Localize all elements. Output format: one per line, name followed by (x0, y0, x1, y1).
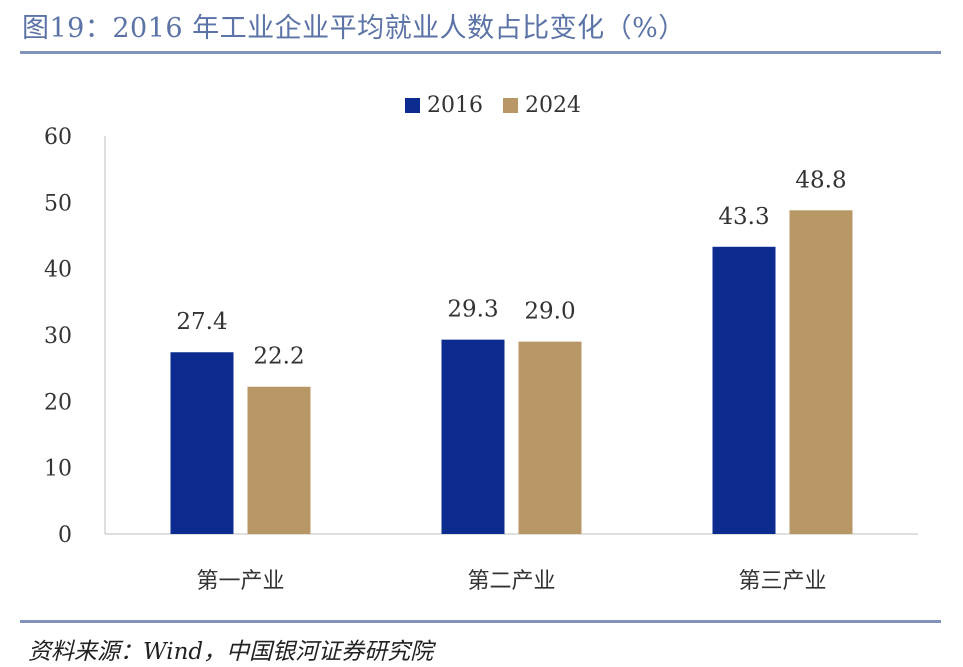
data-label: 27.4 (176, 309, 227, 335)
legend-item-2024: 2024 (503, 93, 581, 118)
bar-2024 (789, 210, 853, 534)
legend-label-2024: 2024 (525, 93, 581, 118)
y-tick-label: 0 (58, 523, 72, 548)
legend-label-2016: 2016 (427, 93, 483, 118)
footer-divider (20, 620, 941, 623)
legend-swatch-2024 (503, 98, 518, 113)
figure-title: 图19：2016 年工业企业平均就业人数占比变化（%） (22, 13, 686, 44)
x-category-label: 第三产业 (738, 569, 826, 594)
bar-2024 (518, 341, 582, 534)
data-label: 29.0 (524, 299, 575, 325)
bar-2024 (247, 386, 311, 534)
y-tick-label: 50 (44, 191, 72, 216)
y-tick-label: 40 (44, 258, 72, 283)
y-tick-label: 30 (44, 324, 72, 349)
y-tick-label: 60 (44, 125, 72, 150)
data-label: 22.2 (253, 344, 304, 370)
bar-2016 (441, 339, 505, 534)
title-divider (20, 51, 941, 54)
bar-2016 (170, 352, 234, 534)
data-label: 29.3 (447, 297, 498, 323)
data-label: 48.8 (795, 167, 846, 193)
x-category-label: 第一产业 (196, 569, 284, 594)
chart-legend: 2016 2024 (405, 93, 581, 118)
bar-2016 (712, 246, 776, 534)
legend-swatch-2016 (405, 98, 420, 113)
data-label: 43.3 (718, 204, 769, 230)
source-note: 资料来源：Wind，中国银河证券研究院 (28, 639, 434, 665)
y-tick-label: 10 (44, 457, 72, 482)
x-category-label: 第二产业 (467, 569, 555, 594)
y-tick-label: 20 (44, 390, 72, 415)
legend-item-2016: 2016 (405, 93, 483, 118)
